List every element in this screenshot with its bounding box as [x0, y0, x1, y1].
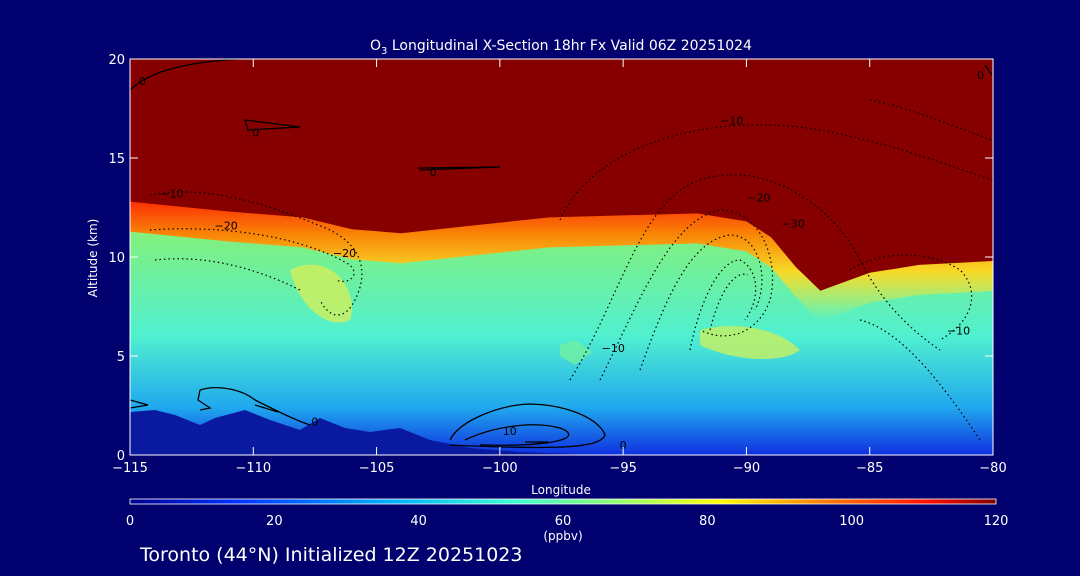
negative-contours [149, 99, 993, 441]
tropopause-transition [130, 197, 993, 321]
contour-label: −10 [160, 188, 183, 201]
y-axis-label: Altitude (km) [86, 219, 100, 298]
contour-label: 0 [430, 166, 437, 179]
colorbar-tick-label: 100 [839, 514, 864, 529]
contour-label: 0 [977, 69, 984, 82]
x-tick-label: −100 [482, 461, 518, 476]
ozone-field-blob [290, 264, 352, 323]
colorbar-tick-label: 80 [699, 514, 716, 529]
contour-label: 0 [620, 439, 627, 452]
x-tick-label: −90 [733, 461, 760, 476]
x-tick-label: −115 [112, 461, 148, 476]
ozone-field-stratosphere [130, 59, 993, 291]
positive-contours [130, 59, 993, 449]
contour-label: −10 [602, 342, 625, 355]
contour-label: 0 [311, 415, 318, 428]
x-tick-label: −80 [979, 461, 1006, 476]
ozone-field-blob [700, 326, 800, 360]
contour-label: −20 [215, 219, 238, 232]
y-axis: 0 5 10 15 20 [108, 53, 993, 464]
y-tick-label: 15 [108, 152, 125, 167]
y-tick-label: 20 [108, 53, 125, 68]
y-tick-label: 0 [117, 449, 125, 464]
plot-area: 0 0 0 0 −10 −10 −20 −20 −20 −30 −10 −10 0 10 0 [130, 59, 993, 455]
contour-label: −10 [720, 114, 743, 127]
colorbar-tick-label: 20 [266, 514, 283, 529]
y-tick-label: 5 [117, 350, 125, 365]
contour-label: −10 [947, 324, 970, 337]
contour-label: 0 [139, 75, 146, 88]
contour-label: 10 [503, 425, 517, 438]
contour-label: −20 [747, 192, 770, 205]
x-axis: −115 −110 −105 −100 −95 −90 −85 −80 [112, 59, 1007, 476]
ozone-field-blob [560, 340, 592, 365]
x-tick-label: −110 [235, 461, 271, 476]
contour-label: −20 [333, 247, 356, 260]
colorbar-tick-label: 120 [984, 514, 1009, 529]
x-tick-label: −105 [359, 461, 395, 476]
colorbar-units: (ppbv) [543, 529, 582, 543]
colorbar-tick-label: 40 [410, 514, 427, 529]
colorbar-tick-label: 0 [126, 514, 134, 529]
contour-label: 0 [252, 126, 259, 139]
footer-init-label: Toronto (44°N) Initialized 12Z 20251023 [139, 544, 523, 566]
contour-labels: 0 0 0 0 −10 −10 −20 −20 −20 −30 −10 −10 0 10 0 [139, 69, 984, 452]
chart-title: O3 Longitudinal X-Section 18hr Fx Valid … [370, 38, 752, 57]
contour-label: −30 [782, 217, 805, 230]
x-tick-label: −95 [609, 461, 636, 476]
colorbar-ticks: 0 20 40 60 80 100 120 [126, 514, 1009, 529]
terrain [130, 410, 600, 455]
colorbar-tick-label: 60 [555, 514, 572, 529]
x-axis-label: Longitude [531, 483, 591, 497]
y-tick-label: 10 [108, 251, 125, 266]
x-tick-label: −85 [856, 461, 883, 476]
colorbar [129, 498, 997, 505]
